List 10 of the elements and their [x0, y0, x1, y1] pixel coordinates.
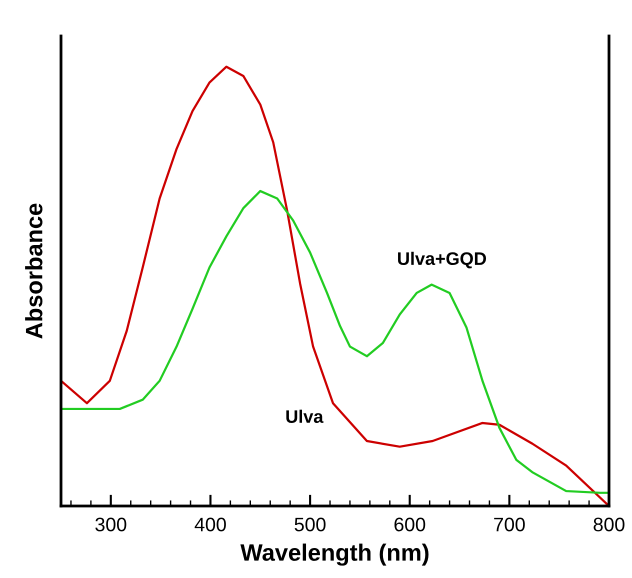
- series-label: Ulva+GQD: [398, 252, 486, 268]
- y-axis-title: Absorbance: [25, 204, 42, 339]
- x-tick-label: 800: [594, 518, 624, 532]
- x-tick-label: 600: [394, 518, 426, 532]
- series-label: Ulva: [286, 410, 324, 423]
- x-tick-label: 500: [294, 518, 326, 532]
- x-tick-label: 300: [95, 518, 126, 532]
- x-axis-title: Wavelength (nm): [240, 544, 428, 566]
- x-tick-label: 700: [494, 518, 525, 532]
- x-tick-label: 400: [194, 518, 226, 532]
